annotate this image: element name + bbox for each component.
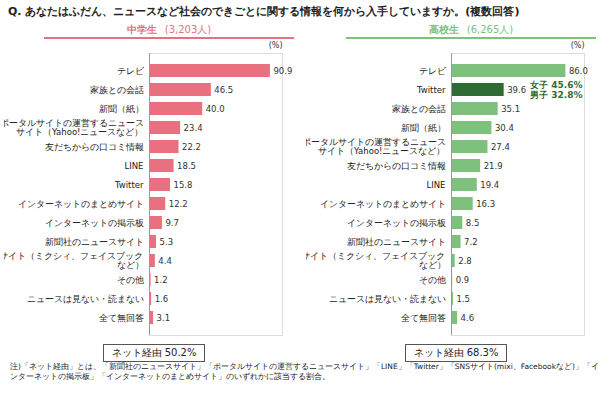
html-text:ネット経由 68.3%: ネット経由 68.3% xyxy=(413,347,499,358)
html-text:(6,265人): (6,265人) xyxy=(466,24,514,35)
html-text:注)「ネット経由」とは、「新聞社のニュースサイト」「ポータル: 注)「ネット経由」とは、「新聞社のニュースサイト」「ポータルサイトの運営するニュ… xyxy=(10,362,599,381)
svg-text:1.6: 1.6 xyxy=(155,294,169,304)
svg-text:SNSサイト（ミクシィ、フェイスブックなど）: SNSサイト（ミクシィ、フェイスブックなど） xyxy=(306,251,446,270)
svg-text:19.4: 19.4 xyxy=(480,180,499,190)
svg-text:インターネットの掲示板: インターネットの掲示板 xyxy=(347,218,446,228)
svg-text:新聞社のニュースサイト: 新聞社のニュースサイト xyxy=(45,237,144,247)
svg-text:友だちからの口コミ情報: 友だちからの口コミ情報 xyxy=(347,161,446,171)
svg-text:インターネットの掲示板: インターネットの掲示板 xyxy=(45,218,144,228)
svg-text:4.4: 4.4 xyxy=(158,256,172,266)
svg-text:4.6: 4.6 xyxy=(461,313,475,323)
svg-text:ポータルサイトの運営するニュースサイト（Yahoo!ニュース: ポータルサイトの運営するニュースサイト（Yahoo!ニュースなど） xyxy=(306,137,446,156)
svg-text:テレビ: テレビ xyxy=(117,66,145,76)
svg-text:友だちからの口コミ情報: 友だちからの口コミ情報 xyxy=(45,142,144,152)
html-text:Q. あなたはふだん、ニュースなど社会のできごとに関する情報: Q. あなたはふだん、ニュースなど社会のできごとに関する情報を何から入手していま… xyxy=(8,5,520,18)
svg-text:新聞社のニュースサイト: 新聞社のニュースサイト xyxy=(347,237,446,247)
svg-text:全て無回答: 全て無回答 xyxy=(99,313,144,323)
svg-text:テレビ: テレビ xyxy=(419,66,447,76)
svg-text:ニュースは見ない・読まない: ニュースは見ない・読まない xyxy=(27,294,144,304)
svg-text:8.5: 8.5 xyxy=(466,218,480,228)
svg-text:18.5: 18.5 xyxy=(177,161,196,171)
svg-text:ニュースは見ない・読まない: ニュースは見ない・読まない xyxy=(329,294,446,304)
svg-text:27.4: 27.4 xyxy=(491,142,510,152)
svg-text:23.4: 23.4 xyxy=(184,123,203,133)
svg-text:22.2: 22.2 xyxy=(182,142,201,152)
svg-text:7.2: 7.2 xyxy=(464,237,478,247)
svg-text:SNSサイト（ミクシィ、フェイスブックなど）: SNSサイト（ミクシィ、フェイスブックなど） xyxy=(4,251,144,270)
svg-text:家族との会話: 家族との会話 xyxy=(90,85,144,95)
svg-text:(%): (%) xyxy=(269,41,283,50)
svg-text:1.2: 1.2 xyxy=(154,275,168,285)
html-text:高校生: 高校生 xyxy=(428,24,459,35)
svg-text:39.6: 39.6 xyxy=(507,85,526,95)
svg-text:12.2: 12.2 xyxy=(169,199,188,209)
html-text:(3,203人): (3,203人) xyxy=(164,24,212,35)
svg-text:インターネットのまとめサイト: インターネットのまとめサイト xyxy=(320,199,446,209)
svg-text:5.3: 5.3 xyxy=(160,237,174,247)
svg-text:新聞（紙）: 新聞（紙） xyxy=(401,123,446,133)
svg-text:ポータルサイトの運営するニュースサイト（Yahoo!ニュース: ポータルサイトの運営するニュースサイト（Yahoo!ニュースなど） xyxy=(4,118,144,137)
svg-text:その他: その他 xyxy=(419,275,446,285)
svg-text:インターネットのまとめサイト: インターネットのまとめサイト xyxy=(18,199,144,209)
svg-text:家族との会話: 家族との会話 xyxy=(392,104,446,114)
svg-text:0.9: 0.9 xyxy=(456,275,470,285)
svg-text:35.1: 35.1 xyxy=(501,104,520,114)
svg-text:LINE: LINE xyxy=(125,161,144,171)
svg-text:9.7: 9.7 xyxy=(165,218,179,228)
svg-text:全て無回答: 全て無回答 xyxy=(401,313,446,323)
svg-text:15.8: 15.8 xyxy=(174,180,193,190)
html-text:中学生: 中学生 xyxy=(126,24,157,35)
svg-text:LINE: LINE xyxy=(427,180,446,190)
svg-text:その他: その他 xyxy=(117,275,144,285)
svg-text:16.3: 16.3 xyxy=(476,199,495,209)
svg-text:30.4: 30.4 xyxy=(495,123,514,133)
svg-text:3.1: 3.1 xyxy=(157,313,171,323)
svg-text:1.5: 1.5 xyxy=(456,294,470,304)
svg-text:86.0: 86.0 xyxy=(569,66,588,76)
svg-text:Twitter: Twitter xyxy=(416,85,446,95)
html-text:ネット経由 50.2%: ネット経由 50.2% xyxy=(111,347,197,358)
svg-text:女子 45.6%男子 32.8%: 女子 45.6%男子 32.8% xyxy=(529,80,582,100)
svg-text:21.9: 21.9 xyxy=(484,161,503,171)
svg-text:46.5: 46.5 xyxy=(214,85,233,95)
svg-text:2.8: 2.8 xyxy=(458,256,472,266)
svg-text:90.9: 90.9 xyxy=(273,66,292,76)
svg-text:40.0: 40.0 xyxy=(206,104,225,114)
svg-text:(%): (%) xyxy=(571,41,585,50)
svg-text:Twitter: Twitter xyxy=(114,180,144,190)
svg-text:新聞（紙）: 新聞（紙） xyxy=(99,104,144,114)
